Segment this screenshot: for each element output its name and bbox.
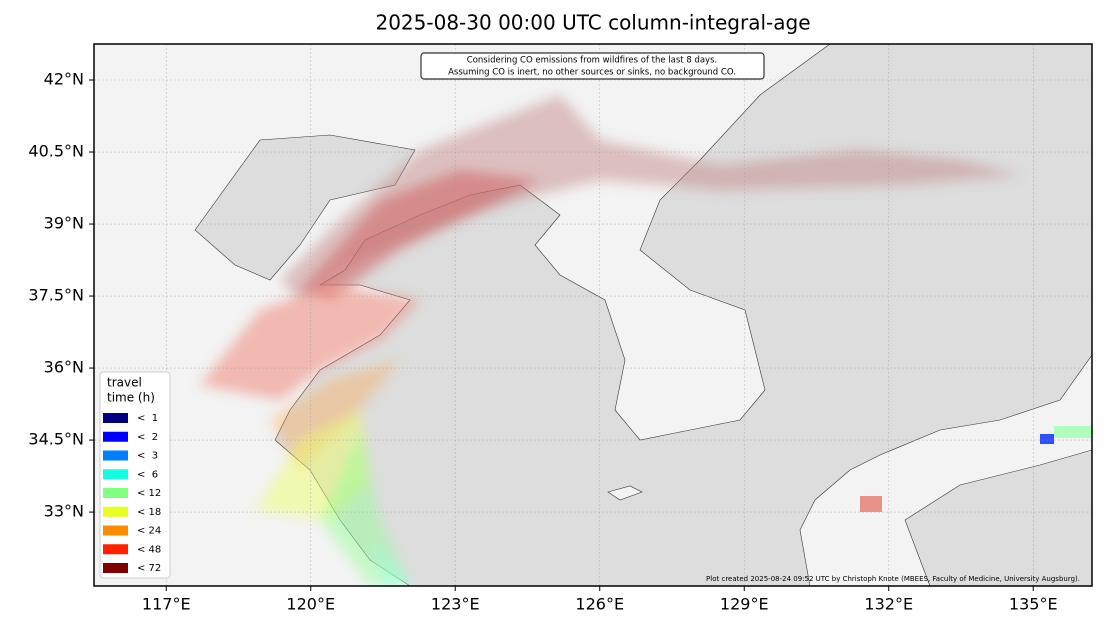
plume-spot <box>860 496 882 512</box>
y-tick-label: 34.5°N <box>28 430 84 449</box>
bohai-sea <box>194 134 416 281</box>
x-tick-label: 117°E <box>142 595 191 614</box>
legend-title: travel <box>107 376 142 390</box>
legend-swatch <box>103 413 128 423</box>
land-japan <box>799 354 1092 586</box>
note-box: Considering CO emissions from wildfires … <box>420 52 765 80</box>
legend-label: < 24 <box>137 526 161 537</box>
legend-label: < 1 <box>137 413 158 424</box>
legend-swatch <box>103 525 128 536</box>
x-tick-label: 135°E <box>1009 595 1058 614</box>
x-tick-label: 120°E <box>286 595 335 614</box>
land-tsushima <box>607 485 643 501</box>
legend-label: < 3 <box>137 451 158 462</box>
map-area <box>94 44 1092 586</box>
plume-spot <box>1054 426 1092 438</box>
legend-swatch <box>103 469 128 480</box>
legend: travel time (h) < 1 < 2 < 3 < 6 < 12 < 18 < 24… <box>99 371 171 579</box>
legend-swatch <box>103 450 128 461</box>
legend-label: < 48 <box>137 544 161 555</box>
y-tick-label: 36°N <box>44 358 84 377</box>
legend-swatch <box>103 506 128 517</box>
legend-swatch <box>103 563 128 573</box>
x-tick-label: 129°E <box>720 595 769 614</box>
y-tick-label: 33°N <box>44 502 84 521</box>
legend-label: < 6 <box>137 469 158 480</box>
y-tick-label: 39°N <box>44 214 84 233</box>
legend-label: < 2 <box>137 432 158 443</box>
legend-swatch <box>103 431 128 442</box>
plume <box>200 95 1020 586</box>
y-tick-label: 42°N <box>44 70 84 89</box>
x-tick-label: 132°E <box>864 595 913 614</box>
legend-swatch <box>103 544 128 555</box>
credit: Plot created 2025-08-24 09:52 UTC by Chr… <box>706 575 1080 583</box>
y-tick-label: 37.5°N <box>28 286 84 305</box>
legend-title: time (h) <box>107 391 155 405</box>
note-background <box>420 52 765 80</box>
note-line: Assuming CO is inert, no other sources o… <box>448 68 736 78</box>
y-tick-label: 40.5°N <box>28 142 84 161</box>
map-title: 2025-08-30 00:00 UTC column-integral-age <box>375 11 810 35</box>
legend-label: < 12 <box>137 488 161 499</box>
x-tick-label: 126°E <box>575 595 624 614</box>
x-tick-label: 123°E <box>431 595 480 614</box>
map-frame <box>93 43 1093 587</box>
note-line: Considering CO emissions from wildfires … <box>467 56 717 66</box>
legend-label: < 72 <box>137 563 161 574</box>
legend-swatch <box>103 488 128 498</box>
plume-spot <box>1040 434 1054 444</box>
legend-label: < 18 <box>137 507 161 518</box>
